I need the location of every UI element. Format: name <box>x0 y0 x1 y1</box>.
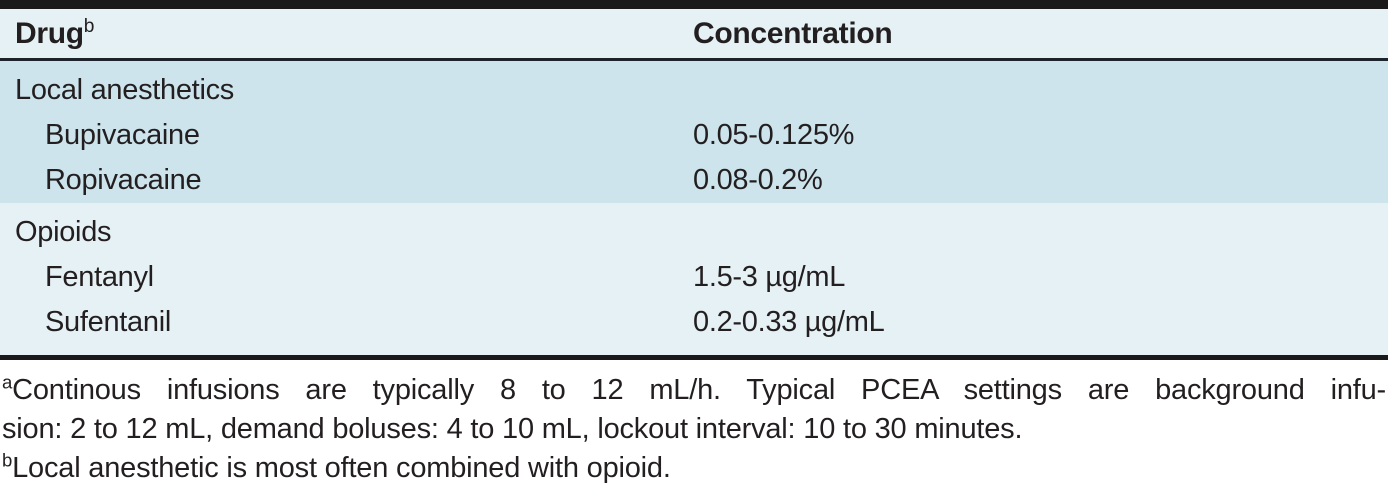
footnote-b-text: Local anesthetic is most often combined … <box>12 452 671 484</box>
table-row-bupivacaine: Bupivacaine 0.05-0.125% <box>0 113 1388 158</box>
column-header-concentration: Concentration <box>693 16 893 50</box>
section-local-anesthetics: Local anesthetics Bupivacaine 0.05-0.125… <box>0 61 1388 203</box>
table-row-fentanyl: Fentanyl 1.5-3 µg/mL <box>0 255 1388 300</box>
concentration-cell: 0.08-0.2% <box>693 164 823 196</box>
drug-concentration-table: Drugb Concentration Local anesthetics Bu… <box>0 0 1388 360</box>
footnotes: aContinous infusions are typically 8 to … <box>0 371 1388 488</box>
footnote-b-marker: b <box>2 449 13 471</box>
group-label: Local anesthetics <box>15 74 234 106</box>
table-row-sufentanil: Sufentanil 0.2-0.33 µg/mL <box>0 300 1388 345</box>
drug-cell: Bupivacaine <box>45 119 200 151</box>
table-top-rule <box>0 0 1388 9</box>
concentration-cell: 1.5-3 µg/mL <box>693 261 846 293</box>
drug-cell: Fentanyl <box>45 261 154 293</box>
footnote-a-line-1: aContinous infusions are typically 8 to … <box>2 371 1386 410</box>
footnote-b-line: bLocal anesthetic is most often combined… <box>2 449 1386 488</box>
section-opioids: Opioids Fentanyl 1.5-3 µg/mL Sufentanil … <box>0 203 1388 355</box>
drug-cell: Sufentanil <box>45 306 171 338</box>
table-row-ropivacaine: Ropivacaine 0.08-0.2% <box>0 158 1388 203</box>
footnote-a-text-1: Continous infusions are typically 8 to 1… <box>12 374 1386 406</box>
drug-header-superscript: b <box>83 15 95 37</box>
drug-cell: Ropivacaine <box>45 164 202 196</box>
concentration-cell: 0.05-0.125% <box>693 119 855 151</box>
group-row-opioids: Opioids <box>0 210 1388 255</box>
table-header-row: Drugb Concentration <box>0 9 1388 61</box>
column-header-drug-label: Drug <box>15 16 84 50</box>
group-label: Opioids <box>15 216 112 248</box>
group-row-local-anesthetics: Local anesthetics <box>0 68 1388 113</box>
concentration-cell: 0.2-0.33 µg/mL <box>693 306 885 338</box>
footnote-a-marker: a <box>2 371 13 393</box>
footnote-a-line-2: sion: 2 to 12 mL, demand boluses: 4 to 1… <box>2 413 1023 445</box>
table-bottom-rule <box>0 355 1388 360</box>
column-header-drug: Drugb <box>0 15 693 51</box>
